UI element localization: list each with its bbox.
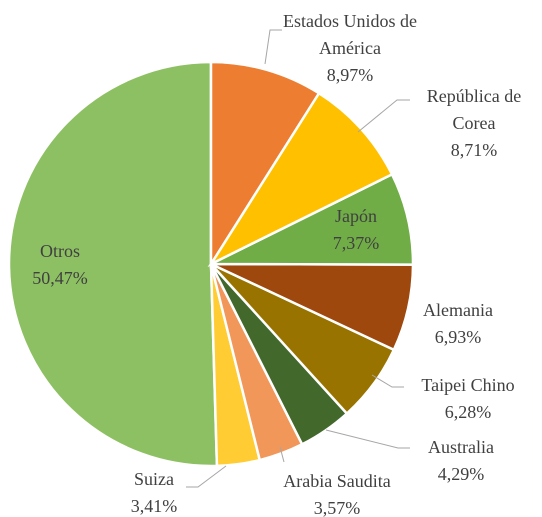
pie-slice bbox=[7, 60, 219, 468]
slice-label: Alemania 6,93% bbox=[403, 297, 513, 351]
value-label: 8,71% bbox=[450, 140, 498, 160]
pie-slice bbox=[209, 60, 321, 269]
value-label: 50,47% bbox=[32, 268, 88, 288]
slice-label: Australia 4,29% bbox=[406, 434, 516, 488]
value-label: 3,57% bbox=[313, 498, 361, 517]
slice-label: Arabia Saudita 3,57% bbox=[257, 468, 417, 517]
pie-slice bbox=[207, 91, 394, 268]
value-label: 6,93% bbox=[434, 327, 482, 347]
value-label: 4,29% bbox=[437, 464, 485, 484]
slice-label: Otros 50,47% bbox=[10, 238, 110, 292]
category-name: República de Corea bbox=[426, 86, 522, 133]
value-label: 7,37% bbox=[332, 233, 380, 253]
category-name: Otros bbox=[40, 241, 80, 261]
slice-label: Japón 7,37% bbox=[316, 203, 396, 257]
slice-label: República de Corea 8,71% bbox=[404, 83, 542, 164]
category-name: Arabia Saudita bbox=[283, 471, 391, 491]
leader-line bbox=[357, 99, 410, 133]
category-name: Taipei Chino bbox=[421, 375, 515, 395]
leader-line bbox=[186, 465, 227, 488]
category-name: Suiza bbox=[134, 469, 174, 489]
slice-label: Suiza 3,41% bbox=[114, 466, 194, 517]
category-name: Australia bbox=[428, 437, 494, 457]
category-name: Japón bbox=[335, 206, 377, 226]
value-label: 8,97% bbox=[326, 65, 374, 85]
value-label: 6,28% bbox=[444, 402, 492, 422]
leader-line bbox=[264, 29, 282, 65]
slice-label: Estados Unidos de América 8,97% bbox=[275, 8, 425, 89]
value-label: 3,41% bbox=[130, 496, 178, 516]
leader-line bbox=[325, 429, 410, 449]
category-name: Alemania bbox=[423, 300, 493, 320]
slice-label: Taipei Chino 6,28% bbox=[403, 372, 533, 426]
category-name: Estados Unidos de América bbox=[283, 11, 417, 58]
leader-line bbox=[371, 374, 404, 388]
leader-lines bbox=[186, 29, 410, 488]
leader-line bbox=[279, 446, 285, 463]
